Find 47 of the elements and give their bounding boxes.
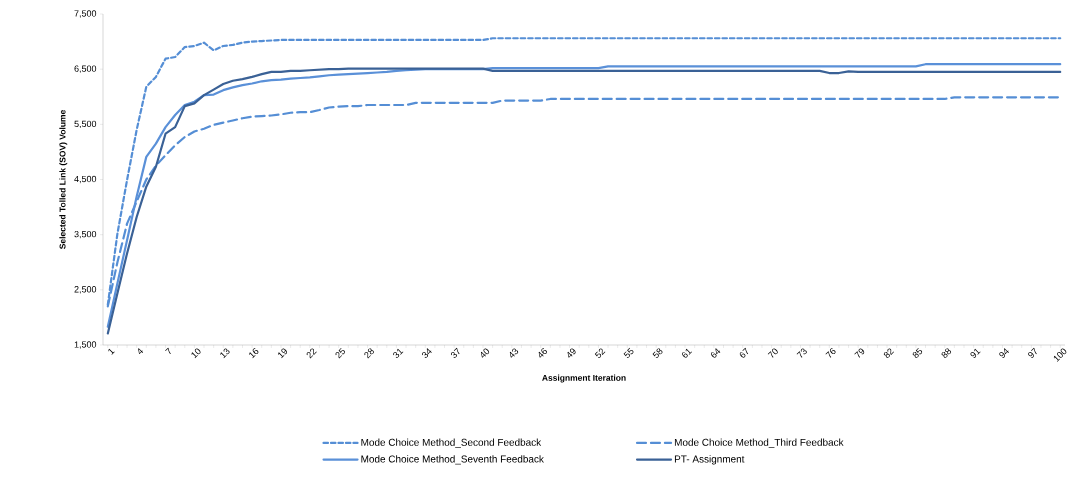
y-tick-label: 4,500 <box>74 175 97 184</box>
x-tick-label: 22 <box>306 348 317 359</box>
x-tick-label: 13 <box>220 348 230 359</box>
x-tick-label: 16 <box>249 348 259 359</box>
legend-label: Mode Choice Method_Seventh Feedback <box>361 455 544 465</box>
y-tick-label: 2,500 <box>74 286 97 294</box>
x-tick-label: 64 <box>710 348 721 358</box>
x-tick-label: 25 <box>335 347 345 359</box>
y-tick-label: 1,500 <box>74 341 97 349</box>
legend-label: PT- Assignment <box>674 455 745 465</box>
x-tick-label: 34 <box>422 348 432 358</box>
x-tick-label: 97 <box>1028 347 1037 358</box>
x-tick-label: 40 <box>480 348 490 358</box>
legend-label: Mode Choice Method_Second Feedback <box>361 438 542 448</box>
x-tick-label: 37 <box>450 347 460 358</box>
x-tick-label: 100 <box>1053 348 1067 362</box>
x-tick-label: 4 <box>138 348 144 355</box>
x-tick-label: 76 <box>825 348 836 358</box>
x-tick-label: 79 <box>854 348 865 358</box>
y-axis-title: Selected Tolled Link (SOV) Volume <box>59 110 68 249</box>
x-tick-label: 28 <box>364 348 374 359</box>
y-tick-label: 7,500 <box>74 10 97 18</box>
x-tick-label: 10 <box>191 348 201 359</box>
x-tick-label: 82 <box>883 348 894 358</box>
x-tick-label: 73 <box>796 348 807 358</box>
x-tick-label: 46 <box>538 348 547 358</box>
x-tick-label: 58 <box>652 348 663 358</box>
x-tick-label: 52 <box>594 348 606 358</box>
x-tick-label: 85 <box>912 347 923 358</box>
x-axis-title: Assignment Iteration <box>542 374 626 383</box>
x-tick-label: 91 <box>970 348 981 358</box>
x-tick-label: 70 <box>767 348 778 358</box>
x-tick-label: 67 <box>739 347 749 358</box>
x-tick-label: 43 <box>509 348 519 358</box>
x-tick-label: 61 <box>682 348 692 358</box>
x-tick-label: 88 <box>941 348 952 358</box>
x-tick-label: 55 <box>623 347 634 358</box>
x-tick-label: 31 <box>393 348 404 358</box>
x-tick-label: 94 <box>999 348 1009 358</box>
x-tick-label: 7 <box>165 347 171 355</box>
legend-label: Mode Choice Method_Third Feedback <box>674 438 844 448</box>
y-tick-label: 3,500 <box>74 230 97 239</box>
x-tick-label: 49 <box>567 348 576 358</box>
x-tick-label: 19 <box>278 348 287 359</box>
y-tick-label: 5,500 <box>74 120 97 129</box>
y-tick-label: 6,500 <box>74 65 97 73</box>
x-tick-label: 1 <box>108 348 115 355</box>
